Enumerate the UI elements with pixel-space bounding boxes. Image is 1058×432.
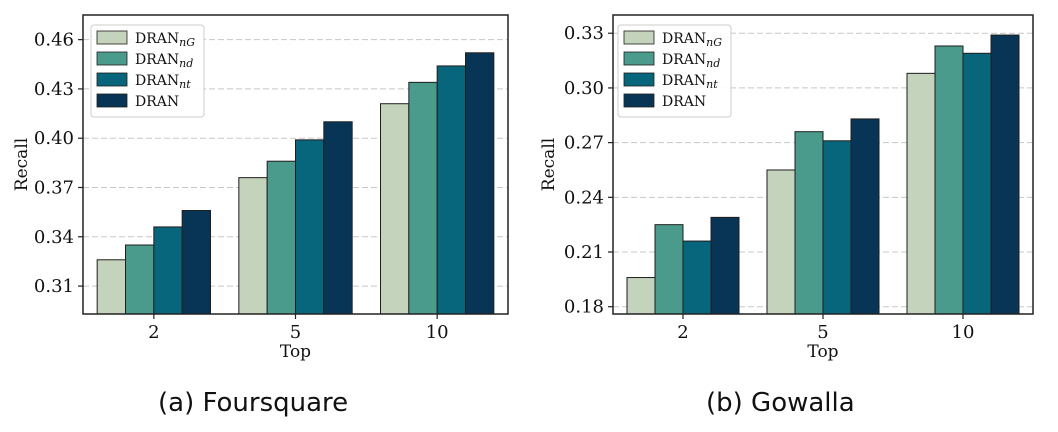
legend: DRANnG DRANnd DRANnt DRAN [617,24,732,118]
legend-label: DRAN [662,94,706,110]
legend-swatch [96,51,128,66]
legend-swatch [623,51,655,66]
bar-dran-ng-top5 [238,177,268,315]
x-tick-label: 10 [426,322,449,343]
bar-dran-nd-top10 [934,45,964,315]
x-axis-label: Top [807,342,838,362]
plot-frame [612,14,1034,315]
x-tick-label: 5 [817,322,828,343]
legend-label: DRAN [135,94,179,110]
legend-swatch [623,72,655,87]
x-axis-label: Top [280,342,311,362]
bar-dran-top2 [181,210,212,315]
bar-dran-nd-top10 [408,81,438,315]
bar-dran-nt-top10 [436,65,466,315]
bar-dran-nd-top5 [266,160,296,315]
bar-dran-nd-top2 [125,244,155,315]
y-tick-label: 0.27 [564,133,604,154]
y-axis-label: Recall [539,138,559,191]
bar-dran-top5 [323,121,353,315]
bar-dran-nt-top10 [962,52,992,315]
bar-dran-nt-top2 [153,226,183,315]
caption-foursquare: (a) Foursquare [158,388,349,418]
legend-label: DRANnt [662,73,718,91]
bar-dran-nd-top2 [654,224,684,315]
bar-dran-ng-top5 [766,169,796,315]
y-tick-label: 0.24 [564,187,604,208]
legend-label: DRANnG [662,31,722,49]
plot-frame [82,14,509,315]
legend-label: DRANnd [662,52,720,70]
bar-dran-nd-top5 [794,131,824,315]
caption-gowalla: (b) Gowalla [706,388,855,418]
chart-gowalla: 0.18 0.21 0.24 0.27 0.30 0.33 2 5 10 Top Recall DRA… [539,14,1034,362]
y-tick-label: 0.46 [34,30,74,51]
y-tick-label: 0.40 [34,128,74,149]
bar-dran-top10 [465,52,495,315]
legend-swatch [96,30,128,45]
bar-dran-ng-top2 [96,259,126,315]
legend-swatch [623,30,655,45]
bar-dran-top10 [990,34,1020,315]
legend-swatch [623,93,655,108]
legend-swatch [96,72,128,87]
bar-dran-ng-top10 [906,72,936,315]
chart-foursquare: 0.31 0.34 0.37 0.40 0.43 0.46 2 5 10 Top Recall DRA… [12,14,509,362]
legend-label: DRANnG [135,31,195,49]
legend-swatch [96,93,128,108]
x-tick-label: 5 [290,322,301,343]
y-tick-label: 0.31 [34,276,74,297]
y-tick-label: 0.33 [564,23,604,44]
bar-dran-top5 [850,118,880,315]
bar-dran-ng-top2 [626,277,656,315]
legend: DRANnG DRANnd DRANnt DRAN [90,24,205,118]
legend-label: DRANnt [135,73,191,91]
y-tick-label: 0.18 [564,297,604,318]
y-tick-label: 0.21 [564,242,604,263]
x-tick-label: 2 [148,322,159,343]
bar-dran-top2 [710,216,740,315]
y-tick-label: 0.37 [34,178,74,199]
bar-dran-nt-top2 [682,240,712,315]
bar-dran-ng-top10 [380,103,410,315]
y-tick-label: 0.30 [564,78,604,99]
y-tick-label: 0.43 [34,79,74,100]
bar-dran-nt-top5 [295,139,325,315]
x-tick-label: 2 [677,322,688,343]
x-tick-label: 10 [952,322,975,343]
y-axis-label: Recall [12,138,32,191]
y-tick-label: 0.34 [34,227,74,248]
legend-label: DRANnd [135,52,193,70]
bar-dran-nt-top5 [822,140,852,315]
